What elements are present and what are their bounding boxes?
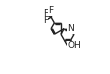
Text: F: F <box>49 6 54 15</box>
Text: F: F <box>43 16 48 25</box>
Text: N: N <box>67 24 74 33</box>
Text: OH: OH <box>68 41 81 50</box>
Text: F: F <box>43 9 48 18</box>
